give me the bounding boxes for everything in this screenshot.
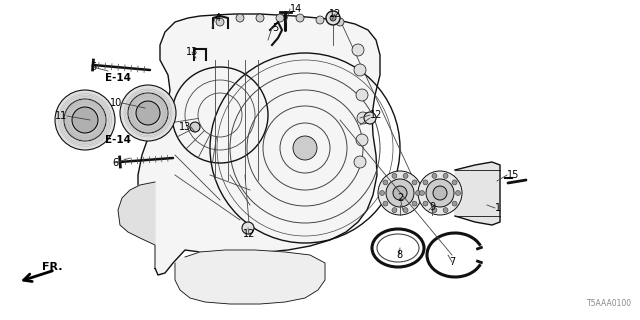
Text: 13: 13 [179,122,191,132]
Circle shape [276,14,284,22]
Circle shape [383,180,388,185]
Circle shape [72,107,98,133]
Circle shape [242,222,254,234]
Circle shape [352,44,364,56]
Circle shape [452,180,457,185]
Text: T5AAA0100: T5AAA0100 [587,299,632,308]
Circle shape [190,122,200,132]
Polygon shape [138,14,380,275]
Circle shape [136,101,160,125]
Text: 14: 14 [290,4,302,14]
Circle shape [432,173,437,178]
Circle shape [403,173,408,178]
Text: 2: 2 [397,193,403,203]
Circle shape [357,112,369,124]
Circle shape [393,186,407,200]
Circle shape [418,171,462,215]
Circle shape [336,18,344,26]
Circle shape [356,89,368,101]
Circle shape [443,173,448,178]
Circle shape [256,14,264,22]
Polygon shape [175,250,325,304]
Circle shape [423,180,428,185]
Circle shape [330,15,336,21]
Circle shape [456,190,461,196]
Text: E-14: E-14 [105,73,131,83]
Text: 9: 9 [429,202,435,212]
Circle shape [386,179,414,207]
Circle shape [293,136,317,160]
Circle shape [380,190,385,196]
Circle shape [216,18,224,26]
Circle shape [426,179,454,207]
Polygon shape [118,182,155,268]
Text: 11: 11 [55,111,67,121]
Text: 4: 4 [215,13,221,23]
Text: 6: 6 [90,62,96,72]
Circle shape [326,11,340,25]
Circle shape [356,134,368,146]
Text: FR.: FR. [42,262,63,272]
Circle shape [392,173,397,178]
Text: 1: 1 [495,203,501,213]
Text: 8: 8 [396,250,402,260]
Circle shape [364,112,376,124]
Text: 5: 5 [272,23,278,33]
Circle shape [415,190,420,196]
Text: 15: 15 [507,170,520,180]
Circle shape [296,14,304,22]
Circle shape [236,14,244,22]
Polygon shape [455,162,500,225]
Circle shape [423,201,428,206]
Circle shape [419,190,424,196]
Text: 13: 13 [186,47,198,57]
Circle shape [383,201,388,206]
Text: 12: 12 [370,110,382,120]
Text: E-14: E-14 [105,135,131,145]
Circle shape [55,90,115,150]
Text: 12: 12 [243,229,255,239]
Circle shape [316,16,324,24]
Text: 6: 6 [112,158,118,168]
Circle shape [120,85,176,141]
Circle shape [412,201,417,206]
Circle shape [354,64,366,76]
Circle shape [128,93,168,133]
Text: 10: 10 [109,98,122,108]
Circle shape [64,99,106,141]
Text: 7: 7 [449,257,455,267]
Circle shape [378,171,422,215]
Circle shape [452,201,457,206]
Text: 12: 12 [329,9,341,19]
Circle shape [443,208,448,212]
Circle shape [412,180,417,185]
Circle shape [354,156,366,168]
Circle shape [433,186,447,200]
Circle shape [403,208,408,212]
Circle shape [392,208,397,212]
Circle shape [432,208,437,212]
